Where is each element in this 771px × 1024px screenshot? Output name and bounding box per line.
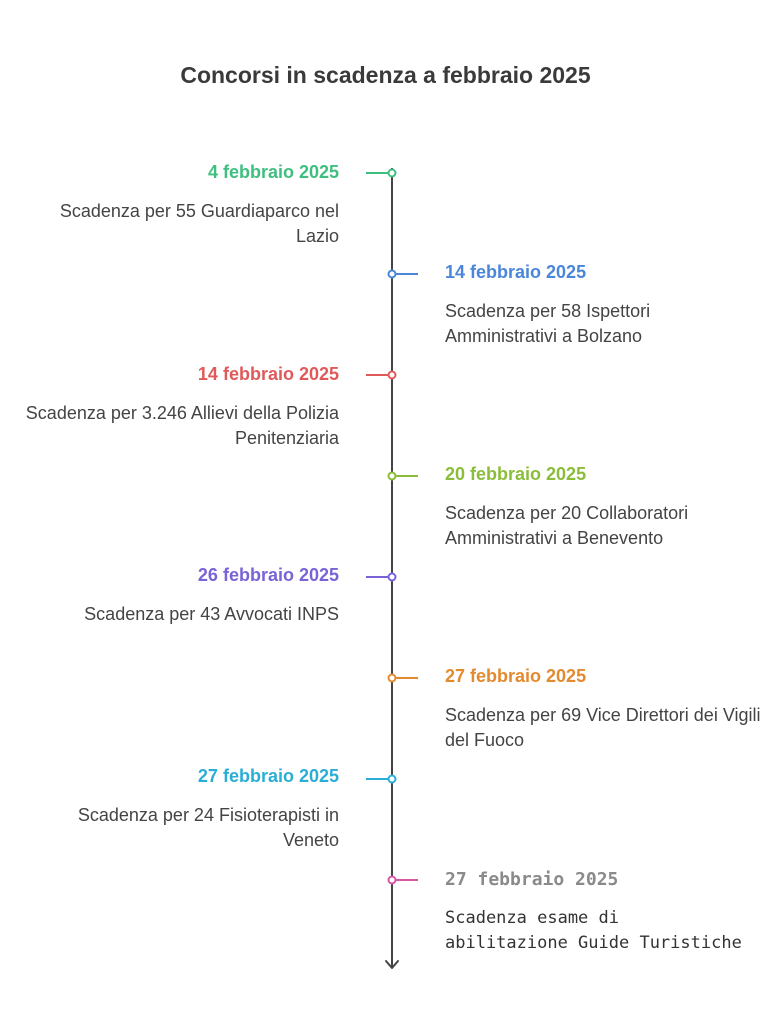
timeline-event-7: 27 febbraio 2025 Scadenza per 24 Fisiote… xyxy=(19,766,339,853)
event-description: Scadenza per 20 Collaboratori Amministra… xyxy=(445,503,689,548)
event-marker xyxy=(387,774,397,784)
event-date: 27 febbraio 2025 xyxy=(445,869,619,890)
timeline-arrow-icon xyxy=(385,960,399,969)
timeline-event-5: 26 febbraio 2025 Scadenza per 43 Avvocat… xyxy=(19,565,339,627)
event-marker xyxy=(387,168,397,178)
event-description: Scadenza esame di abilitazione Guide Tur… xyxy=(445,908,742,953)
event-date: 27 febbraio 2025 xyxy=(197,766,339,786)
timeline-event-2: 14 febbraio 2025 Scadenza per 58 Ispetto… xyxy=(445,262,765,349)
event-description: Scadenza per 69 Vice Direttori dei Vigil… xyxy=(445,705,761,750)
event-marker xyxy=(387,572,397,582)
event-date: 4 febbraio 2025 xyxy=(207,162,339,182)
event-marker xyxy=(387,471,397,481)
event-marker xyxy=(387,875,397,885)
event-date: 27 febbraio 2025 xyxy=(445,666,587,686)
timeline-event-8: 27 febbraio 2025 Scadenza esame di abili… xyxy=(445,869,745,956)
timeline-event-3: 14 febbraio 2025 Scadenza per 3.246 Alli… xyxy=(19,364,339,451)
event-date: 26 febbraio 2025 xyxy=(197,565,339,585)
event-description: Scadenza per 43 Avvocati INPS xyxy=(84,604,339,624)
event-marker xyxy=(387,370,397,380)
event-description: Scadenza per 55 Guardiaparco nel Lazio xyxy=(59,201,339,246)
event-description: Scadenza per 3.246 Allievi della Polizia… xyxy=(25,403,339,448)
event-marker xyxy=(387,673,397,683)
event-description: Scadenza per 58 Ispettori Amministrativi… xyxy=(445,301,651,346)
timeline-event-4: 20 febbraio 2025 Scadenza per 20 Collabo… xyxy=(445,464,765,551)
timeline-event-1: 4 febbraio 2025 Scadenza per 55 Guardiap… xyxy=(19,162,339,249)
event-date: 20 febbraio 2025 xyxy=(445,464,587,484)
timeline-event-6: 27 febbraio 2025 Scadenza per 69 Vice Di… xyxy=(445,666,765,753)
event-description: Scadenza per 24 Fisioterapisti in Veneto xyxy=(77,805,339,850)
page-title: Concorsi in scadenza a febbraio 2025 xyxy=(180,62,591,88)
event-date: 14 febbraio 2025 xyxy=(197,364,339,384)
event-marker xyxy=(387,269,397,279)
event-date: 14 febbraio 2025 xyxy=(445,262,587,282)
